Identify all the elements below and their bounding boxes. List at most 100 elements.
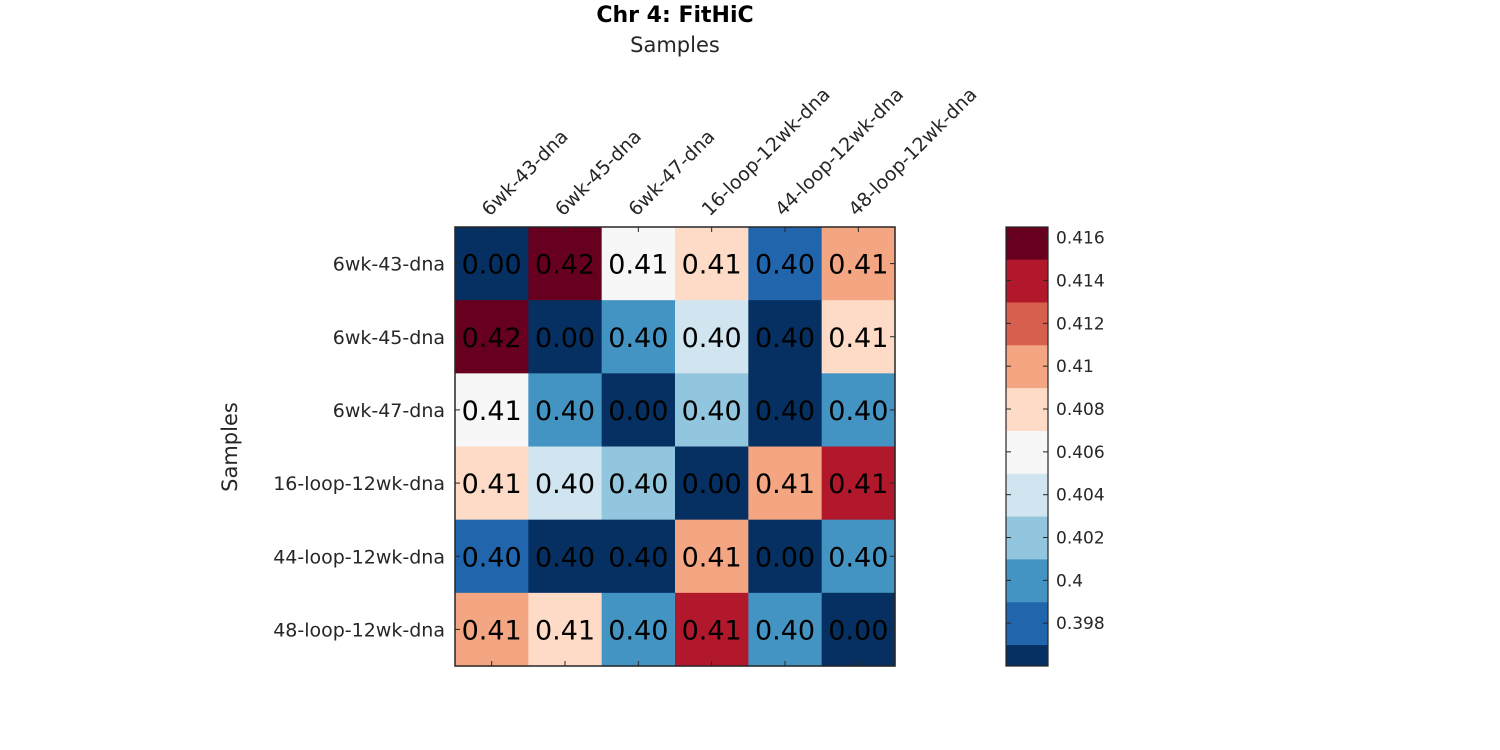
colorbar-frame	[1005, 226, 1049, 667]
colorbar-tick-label: 0.412	[1056, 314, 1105, 334]
y-tick-label: 48-loop-12wk-dna	[273, 619, 445, 641]
heatmap-cell	[748, 300, 823, 374]
x-tick-label: 44-loop-12wk-dna	[771, 83, 908, 220]
heatmap-cell	[601, 373, 676, 448]
cell-value-label: 0.40	[535, 469, 595, 500]
cell-value-label: 0.41	[608, 250, 668, 281]
heatmap-cell	[675, 373, 749, 448]
heatmap-cell	[748, 519, 823, 594]
heatmap-cell	[601, 446, 676, 521]
colorbar-segment	[1006, 227, 1048, 260]
heatmap-cell	[455, 446, 529, 521]
heatmap-cell	[455, 373, 529, 448]
cell-value-label: 0.41	[828, 469, 888, 500]
cell-value-label: 0.40	[462, 542, 522, 573]
cell-value-label: 0.40	[828, 542, 888, 573]
y-tick-label: 44-loop-12wk-dna	[273, 546, 445, 568]
x-axis-label: Samples	[630, 33, 720, 57]
colorbar-segment	[1006, 387, 1048, 431]
heatmap-cell	[675, 227, 749, 301]
heatmap-cell	[748, 446, 823, 521]
heatmap-cell	[455, 227, 529, 301]
cell-value-label: 0.41	[682, 615, 742, 646]
colorbar-tick-label: 0.408	[1056, 400, 1105, 420]
x-tick-label: 48-loop-12wk-dna	[844, 83, 981, 220]
heatmap-cell	[528, 373, 603, 448]
x-tick-label: 16-loop-12wk-dna	[698, 83, 835, 220]
heatmap-cell	[455, 300, 529, 374]
heatmap-cell	[528, 227, 603, 301]
heatmap-cell	[528, 300, 603, 374]
cell-value-label: 0.40	[828, 396, 888, 427]
cell-value-label: 0.40	[608, 469, 668, 500]
colorbar-segment	[1006, 558, 1048, 603]
cell-value-label: 0.40	[755, 396, 815, 427]
colorbar-segment	[1006, 601, 1048, 646]
cell-value-label: 0.40	[535, 542, 595, 573]
cell-value-label: 0.40	[755, 323, 815, 354]
colorbar-tick-label: 0.398	[1056, 614, 1105, 634]
colorbar-segment	[1006, 473, 1048, 517]
colorbar: 0.398 0.4 0.402 0.404 0.406 0.408 0.41 0.412 0.4…	[1005, 226, 1105, 667]
heatmap-cell	[821, 592, 896, 667]
heatmap-cell-labels: 0.00 0.42 0.41 0.41 0.40 0.41 0.42 0.00 0.40 0.40…	[462, 250, 889, 647]
cell-value-label: 0.41	[535, 615, 595, 646]
cell-value-label: 0.40	[755, 615, 815, 646]
y-axis-label: Samples	[218, 402, 242, 492]
heatmap-cells	[455, 227, 896, 667]
heatmap-cell	[601, 227, 676, 301]
y-tick-label: 16-loop-12wk-dna	[273, 473, 445, 495]
heatmap-cell	[821, 373, 896, 448]
y-tick-labels: 6wk-43-dna 6wk-45-dna 6wk-47-dna 16-loop-12…	[273, 254, 445, 642]
heatmap-cell	[748, 373, 823, 448]
y-tick-label: 6wk-43-dna	[333, 254, 445, 276]
cell-value-label: 0.42	[535, 250, 595, 281]
colorbar-segment	[1006, 259, 1048, 303]
heatmap-cell	[748, 227, 823, 301]
heatmap-cell	[821, 446, 896, 521]
cell-value-label: 0.41	[462, 615, 522, 646]
colorbar-tick-label: 0.41	[1056, 357, 1094, 377]
cell-value-label: 0.40	[682, 323, 742, 354]
cell-value-label: 0.40	[535, 396, 595, 427]
colorbar-tick-label: 0.406	[1056, 443, 1105, 463]
cell-value-label: 0.40	[608, 542, 668, 573]
cell-value-label: 0.40	[608, 615, 668, 646]
heatmap-cell	[528, 592, 603, 667]
heatmap-frame	[454, 226, 896, 667]
colorbar-segment	[1006, 644, 1048, 667]
colorbar-segment	[1006, 344, 1048, 389]
cell-value-label: 0.41	[462, 469, 522, 500]
cell-value-label: 0.00	[755, 542, 815, 573]
colorbar-segment	[1006, 516, 1048, 560]
cell-value-label: 0.00	[535, 323, 595, 354]
cell-value-label: 0.40	[608, 323, 668, 354]
heatmap-cell	[528, 519, 603, 594]
heatmap-cell	[675, 300, 749, 374]
cell-value-label: 0.42	[462, 323, 522, 354]
heatmap-cell	[601, 300, 676, 374]
colorbar-tick-label: 0.414	[1056, 272, 1105, 292]
heatmap-cell	[455, 519, 529, 594]
colorbar-tick-label: 0.404	[1056, 486, 1105, 506]
heatmap-cell	[528, 446, 603, 521]
cell-value-label: 0.40	[682, 396, 742, 427]
colorbar-segment	[1006, 301, 1048, 346]
heatmap-cell	[821, 300, 896, 374]
heatmap-cell	[821, 227, 896, 301]
heatmap-cell	[821, 519, 896, 594]
cell-value-label: 0.41	[682, 250, 742, 281]
cell-value-label: 0.00	[608, 396, 668, 427]
heatmap-cell	[675, 446, 749, 521]
cell-value-label: 0.40	[755, 250, 815, 281]
colorbar-segment	[1006, 430, 1048, 474]
heatmap-cell	[601, 592, 676, 667]
heatmap-cell	[601, 519, 676, 594]
cell-value-label: 0.41	[755, 469, 815, 500]
cell-value-label: 0.00	[462, 250, 522, 281]
y-tick-label: 6wk-45-dna	[333, 327, 445, 349]
heatmap-cell	[455, 592, 529, 667]
cell-value-label: 0.41	[828, 323, 888, 354]
colorbar-tick-label: 0.402	[1056, 529, 1105, 549]
